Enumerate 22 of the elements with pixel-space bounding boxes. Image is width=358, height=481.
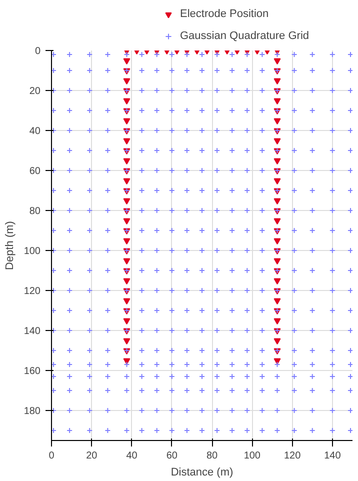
y-tick-label: 40 xyxy=(29,126,41,137)
x-tick-label: 60 xyxy=(166,450,178,462)
y-tick-label: 120 xyxy=(24,286,41,297)
x-tick-label: 140 xyxy=(324,450,342,462)
x-tick-label: 0 xyxy=(48,450,55,462)
legend-label: Gaussian Quadrature Grid xyxy=(180,30,310,42)
y-tick-label: 80 xyxy=(29,206,41,217)
y-tick-label: 60 xyxy=(29,166,41,177)
y-axis-title: Depth (m) xyxy=(4,221,16,270)
x-tick-label: 120 xyxy=(284,450,302,462)
y-tick-label: 20 xyxy=(29,86,41,97)
legend-label: Electrode Position xyxy=(180,8,269,20)
x-tick-label: 100 xyxy=(244,450,261,462)
x-tick-label: 40 xyxy=(126,450,138,462)
y-tick-label: 0 xyxy=(34,46,41,57)
y-tick-label: 180 xyxy=(24,406,41,417)
x-tick-label: 20 xyxy=(86,450,98,462)
y-tick-label: 100 xyxy=(24,246,41,257)
x-axis-title: Distance (m) xyxy=(170,466,234,478)
y-tick-label: 160 xyxy=(24,366,41,377)
y-tick-label: 140 xyxy=(24,326,41,337)
x-tick-label: 80 xyxy=(206,450,218,462)
